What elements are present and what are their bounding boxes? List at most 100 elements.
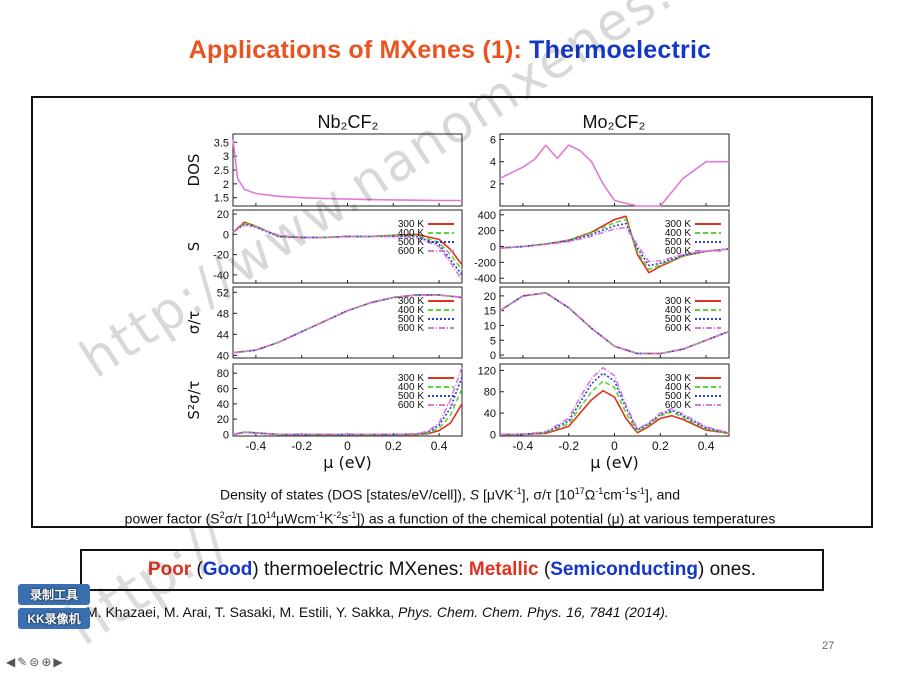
semiconducting-label: Semiconducting <box>550 559 698 580</box>
slide-title-part2: Thermoelectric <box>529 36 712 64</box>
legend-label: 300 K <box>398 219 424 230</box>
legend-label: 400 K <box>398 228 424 239</box>
y-tick-label: 2 <box>490 179 496 191</box>
x-tick-label: -0.4 <box>246 439 267 453</box>
x-axis-label: μ (eV) <box>590 453 639 472</box>
plot-frame-3 <box>499 209 730 284</box>
y-tick-label: 48 <box>217 308 229 320</box>
series-line-300K <box>232 403 463 436</box>
y-tick-label: 80 <box>217 368 229 380</box>
y-axis-label-1: S <box>185 242 203 252</box>
reference-authors: M. Khazaei, M. Arai, T. Sasaki, M. Estil… <box>86 604 399 620</box>
legend-label: 300 K <box>665 219 691 230</box>
y-tick-label: 44 <box>217 329 229 341</box>
y-tick-label: 0 <box>490 242 496 254</box>
legend-label: 300 K <box>665 373 691 384</box>
y-tick-label: 20 <box>484 291 496 303</box>
y-tick-label: 200 <box>478 226 496 238</box>
y-tick-label: 0 <box>223 429 229 441</box>
panel-title-mo2cf2: Mo₂CF₂ <box>583 112 646 132</box>
series-line-500K <box>232 294 463 354</box>
y-tick-label: -200 <box>474 257 496 269</box>
y-tick-label: 15 <box>484 306 496 318</box>
y-tick-label: 1.5 <box>214 193 229 205</box>
series-line-500K <box>500 372 730 436</box>
series-line-400K <box>232 388 463 436</box>
series-line-600K <box>499 292 730 355</box>
page-number: 27 <box>822 640 835 652</box>
y-tick-label: 0 <box>490 429 496 441</box>
series-line-dos <box>232 139 462 202</box>
y-tick-label: 120 <box>478 365 496 377</box>
series-line-300K <box>500 389 730 436</box>
y-tick-label: 4 <box>490 157 496 169</box>
legend-label: 600 K <box>665 323 691 334</box>
legend-label: 300 K <box>665 296 691 307</box>
slide-title-part1: Applications of MXenes (1): <box>188 36 530 64</box>
y-tick-label: 60 <box>217 384 229 396</box>
legend-label: 400 K <box>398 382 424 393</box>
series-line-300K <box>232 294 463 354</box>
zoom-icon[interactable]: ⊕ <box>41 655 54 669</box>
legend-label: 500 K <box>665 237 691 248</box>
legend-label: 600 K <box>398 323 424 334</box>
caption-line-2: power factor (S2σ/τ [1014μWcm-1K-2s-1]) … <box>124 509 776 527</box>
prev-arrow-icon[interactable]: ◀ <box>6 655 18 669</box>
legend-label: 500 K <box>665 391 691 402</box>
series-line-500K <box>232 376 463 436</box>
series-line-600K <box>232 294 463 354</box>
x-tick-label: 0.4 <box>431 439 448 453</box>
recorder-logo-line2: KK录像机 <box>18 608 90 629</box>
x-tick-label: 0.4 <box>698 439 715 453</box>
legend-label: 500 K <box>665 314 691 325</box>
legend-label: 300 K <box>398 373 424 384</box>
panel-title-nb2cf2: Nb₂CF₂ <box>318 112 379 132</box>
plot-frame-6 <box>232 363 463 437</box>
series-line-600K <box>499 226 730 263</box>
pen-icon[interactable]: ✎ <box>17 655 30 669</box>
y-tick-label: 0 <box>490 350 496 362</box>
legend-label: 500 K <box>398 391 424 402</box>
conclusion-end: ones. <box>704 559 757 580</box>
y-tick-label: 0 <box>223 229 229 241</box>
series-line-dos <box>499 144 729 207</box>
y-tick-label: 2.5 <box>214 165 229 177</box>
y-axis-label-0: DOS <box>185 154 203 187</box>
series-line-400K <box>500 380 730 436</box>
x-tick-label: 0.2 <box>652 439 669 453</box>
x-tick-label: -0.2 <box>291 439 312 453</box>
reference-journal: Phys. Chem. Chem. Phys. 16, 7841 (2014). <box>398 604 669 620</box>
series-line-600K <box>232 366 463 436</box>
reference: M. Khazaei, M. Arai, T. Sasaki, M. Estil… <box>86 604 669 620</box>
y-tick-label: 20 <box>217 414 229 426</box>
y-tick-label: 52 <box>217 287 229 299</box>
y-tick-label: 40 <box>484 408 496 420</box>
x-tick-label: 0 <box>344 439 351 453</box>
y-tick-label: 40 <box>217 399 229 411</box>
legend-label: 600 K <box>665 400 691 411</box>
figure-frame <box>31 96 873 528</box>
y-tick-label: 2 <box>223 179 229 191</box>
good-label: Good <box>202 559 253 580</box>
y-axis-label-2: σ/τ <box>185 311 203 335</box>
next-arrow-icon[interactable]: ▶ <box>53 655 65 669</box>
poor-label: Poor <box>147 559 192 580</box>
menu-icon[interactable]: ⊜ <box>29 655 42 669</box>
legend-label: 600 K <box>398 246 424 257</box>
legend-label: 500 K <box>398 314 424 325</box>
conclusion-mid: thermoelectric MXenes: <box>258 559 469 580</box>
caption-line-1: Density of states (DOS [states/eV/cell])… <box>220 486 680 503</box>
y-tick-label: 10 <box>484 320 496 332</box>
legend-label: 400 K <box>665 382 691 393</box>
metallic-label: Metallic <box>468 559 539 580</box>
y-tick-label: -20 <box>213 250 229 262</box>
conclusion-box: Poor (Good) thermoelectric MXenes: Metal… <box>80 549 824 591</box>
series-line-600K <box>232 224 463 281</box>
y-tick-label: 3.5 <box>214 137 229 149</box>
y-tick-label: 20 <box>217 209 229 221</box>
series-line-600K <box>500 366 730 436</box>
y-tick-label: 6 <box>490 135 496 147</box>
series-line-400K <box>499 218 730 271</box>
legend-label: 400 K <box>665 228 691 239</box>
